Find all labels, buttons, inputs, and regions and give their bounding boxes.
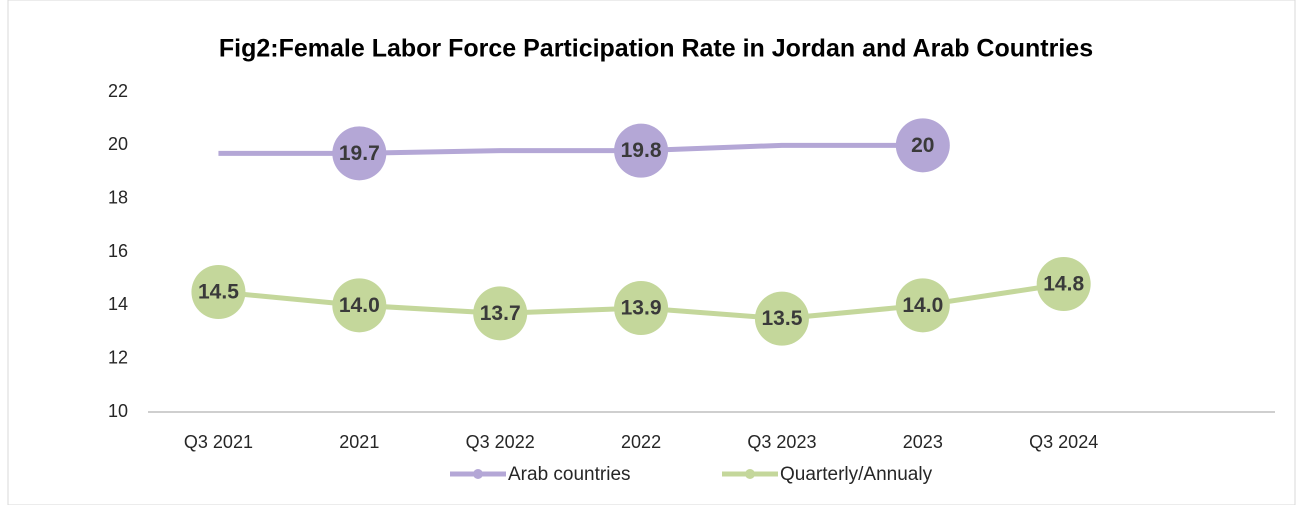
legend-marker <box>473 469 483 479</box>
data-label: 13.7 <box>480 302 521 325</box>
y-tick-label: 12 <box>108 347 128 367</box>
x-tick-label: Q3 2023 <box>747 432 816 452</box>
legend-marker <box>745 469 755 479</box>
data-point <box>895 278 950 333</box>
data-point <box>754 291 809 346</box>
data-point <box>191 265 246 319</box>
data-label: 14.8 <box>1043 273 1084 296</box>
data-label: 14.5 <box>198 281 239 304</box>
data-point <box>1036 257 1091 311</box>
legend-label: Quarterly/Annualy <box>780 464 933 485</box>
data-point <box>614 123 669 178</box>
data-point <box>473 286 528 341</box>
data-label: 20 <box>911 134 934 157</box>
data-point <box>895 118 950 173</box>
data-point <box>332 278 387 333</box>
x-tick-label: Q3 2024 <box>1029 432 1098 452</box>
data-label: 14.0 <box>902 294 943 317</box>
x-tick-label: Q3 2022 <box>466 432 535 452</box>
x-tick-label: 2021 <box>339 432 379 452</box>
data-label: 14.0 <box>339 294 380 317</box>
data-point <box>614 281 669 335</box>
x-tick-label: 2022 <box>621 432 661 452</box>
data-label: 19.8 <box>621 139 662 162</box>
data-label: 19.7 <box>339 142 380 165</box>
x-tick-label: Q3 2021 <box>184 432 253 452</box>
data-point <box>332 126 387 181</box>
y-tick-label: 20 <box>108 134 128 154</box>
legend-label: Arab countries <box>508 464 631 485</box>
chart-frame <box>7 0 1296 505</box>
y-tick-label: 18 <box>108 187 128 207</box>
data-label: 13.9 <box>621 297 662 320</box>
y-tick-label: 14 <box>108 294 128 314</box>
y-tick-label: 22 <box>108 81 128 101</box>
x-tick-label: 2023 <box>903 432 943 452</box>
chart-title: Fig2:Female Labor Force Participation Ra… <box>219 35 1093 63</box>
y-tick-label: 10 <box>108 401 128 421</box>
data-label: 13.5 <box>762 307 803 330</box>
y-tick-label: 16 <box>108 241 128 261</box>
